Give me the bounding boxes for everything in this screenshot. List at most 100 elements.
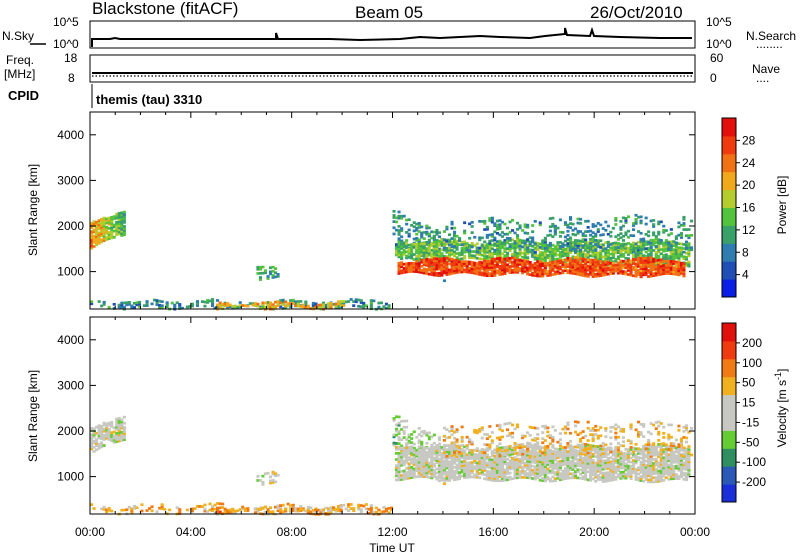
power-echo-cell [624,272,628,276]
power-echo-cell [470,231,474,234]
vel-echo-cell [624,476,628,480]
vel-echo-cell [672,469,676,472]
power-echo-cell [596,264,600,268]
vel-echo-cell [145,509,149,512]
vel-echo-cell [571,476,575,480]
vel-echo-cell [543,461,547,464]
power-echo-cell [251,302,255,305]
power-echo-cell [475,268,479,272]
power-echo-cell [417,226,421,229]
power-echo-cell [115,223,119,226]
power-echo-cell [503,256,507,259]
power-echo-cell [523,259,527,263]
power-echo-cell [115,231,119,234]
power-echo-cell [442,267,446,271]
power-echo-cell [523,245,527,249]
power-echo-cell [596,266,600,270]
vel-echo-cell [674,458,678,462]
vel-echo-cell [92,450,96,453]
power-echo-cell [606,268,610,272]
power-echo-cell [485,242,489,246]
power-echo-cell [639,215,643,219]
power-echo-cell [523,266,527,269]
vel-echo-cell [412,467,416,471]
vel-echo-cell [468,473,472,477]
power-echo-cell [611,263,615,267]
power-echo-cell [672,272,676,276]
power-echo-cell [596,255,600,259]
vel-echo-cell [117,437,121,441]
vel-echo-cell [526,474,530,477]
vel-echo-cell [490,450,494,453]
power-echo-cell [488,268,492,271]
vel-echo-cell [500,475,504,478]
vel-echo-cell [425,469,429,473]
power-echo-cell [352,300,356,303]
power-echo-cell [453,226,457,230]
vel-echo-cell [523,453,527,457]
vel-echo-cell [647,470,651,473]
vel-echo-cell [581,477,585,481]
power-echo-cell [652,260,656,263]
power-echo-cell [508,245,512,248]
power-echo-cell [314,305,318,309]
power-echo-cell [586,258,590,262]
power-echo-cell [304,304,308,308]
power-echo-cell [460,264,464,268]
vel-echo-cell [586,453,590,457]
vel-echo-cell [493,462,497,466]
power-echo-cell [185,305,189,309]
power-echo-cell [624,262,628,266]
power-echo-cell [110,220,114,223]
power-echo-cell [289,302,293,305]
vel-echo-cell [642,465,646,469]
vel-echo-cell [543,450,547,454]
vel-echo-cell [495,463,499,466]
vel-echo-cell [516,464,520,467]
power-echo-cell [412,237,416,241]
power-echo-cell [437,252,441,255]
vel-echo-cell [90,435,94,438]
vel-echo-cell [437,442,441,446]
vel-echo-cell [563,454,567,458]
power-echo-cell [533,257,537,261]
power-echo-cell [120,211,124,215]
power-echo-cell [551,235,555,238]
power-echo-cell [92,236,96,240]
vel-echo-cell [105,508,109,512]
vel-echo-cell [97,436,101,440]
vel-echo-cell [460,466,464,470]
power-echo-cell [626,265,630,268]
vel-echo-cell [410,468,414,471]
power-echo-cell [397,263,401,267]
vel-echo-cell [463,455,467,459]
power-echo-cell [629,259,633,263]
vel-echo-cell [518,449,522,453]
power-echo-cell [543,236,547,240]
vel-echo-cell [531,448,535,452]
power-echo-cell [521,263,525,267]
vel-echo-cell [652,449,656,453]
vel-echo-cell [432,441,436,445]
vel-echo-cell [238,508,242,511]
power-echo-cell [425,255,429,259]
vel-echo-cell [473,467,477,471]
power-echo-cell [523,239,527,243]
vel-echo-cell [677,460,681,464]
power-echo-cell [533,270,537,273]
power-echo-cell [616,263,620,267]
power-echo-cell [647,249,651,252]
power-echo-cell [538,255,542,258]
vel-echo-cell [543,459,547,462]
power-echo-cell [669,246,673,250]
power-echo-cell [687,228,691,231]
vel-echo-cell [286,502,290,506]
vel-echo-cell [624,458,628,461]
vel-echo-cell [337,504,341,508]
power-echo-cell [415,228,419,232]
vel-echo-cell [442,455,446,459]
vel-echo-cell [460,460,464,464]
vel-echo-cell [556,460,560,464]
power-echo-cell [412,266,416,269]
vel-echo-cell [652,453,656,457]
